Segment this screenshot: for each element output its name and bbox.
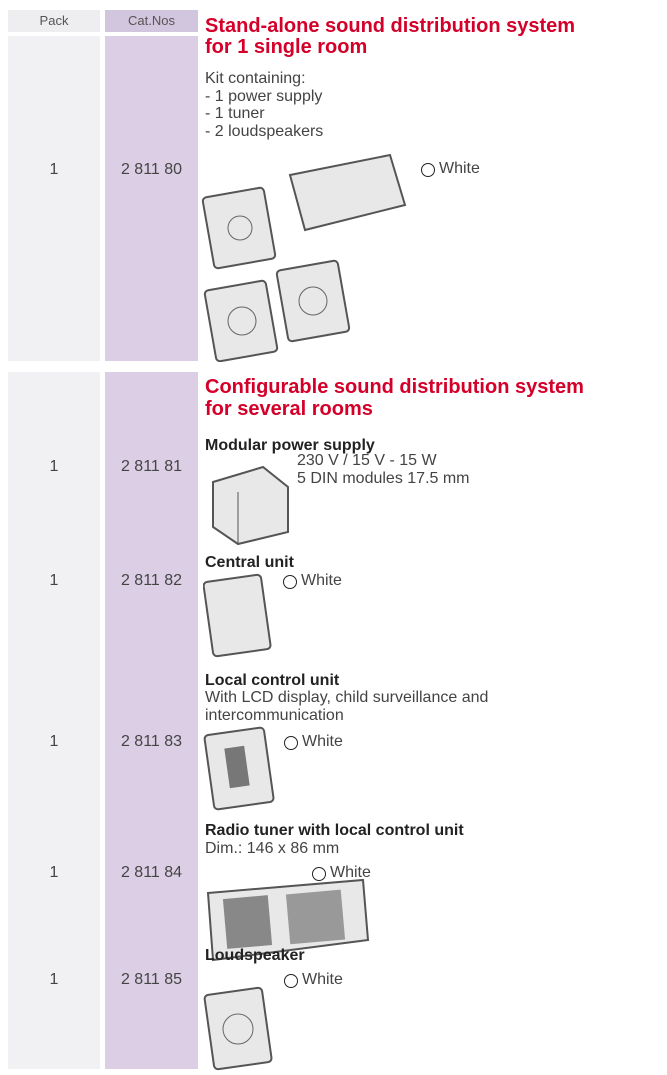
product-name: Radio tuner with local control unit [205, 822, 464, 839]
product-image [203, 726, 275, 811]
cat-column [105, 36, 198, 361]
cat-no: 2 811 84 [120, 864, 183, 881]
cat-no: 2 811 83 [120, 733, 183, 750]
color: White [302, 971, 343, 988]
color: White [302, 733, 343, 750]
cat-header: Cat.Nos [128, 13, 175, 28]
section-title: for 1 single room [205, 36, 368, 58]
product-image [203, 986, 273, 1071]
pack: 1 [49, 161, 59, 178]
pack: 1 [49, 971, 59, 988]
pack-column [8, 36, 100, 361]
description: - 1 power supply [205, 88, 323, 105]
section-title: Configurable sound distribution system [205, 376, 584, 398]
pack-column [8, 372, 100, 1069]
color: White [439, 160, 480, 177]
cat-column [105, 372, 198, 1069]
color-icon [284, 736, 298, 750]
color-icon [421, 163, 435, 177]
cat-no: 2 811 85 [120, 971, 183, 988]
color-icon [284, 974, 298, 988]
description: 230 V / 15 V - 15 W [297, 452, 437, 469]
color-icon [312, 867, 326, 881]
pack: 1 [49, 572, 59, 589]
pack: 1 [49, 864, 59, 881]
description: 5 DIN modules 17.5 mm [297, 470, 470, 487]
pack: 1 [49, 733, 59, 750]
description: intercommunication [205, 707, 344, 724]
pack: 1 [49, 458, 59, 475]
product-image [203, 573, 272, 658]
product-image [206, 878, 370, 962]
pack-header-bg [8, 10, 100, 32]
description: Kit containing: [205, 70, 306, 87]
product-name: Local control unit [205, 672, 340, 689]
cat-no: 2 811 81 [120, 458, 183, 475]
description: Dim.: 146 x 86 mm [205, 840, 340, 857]
product-name: Central unit [205, 554, 294, 571]
section-title: for several rooms [205, 398, 373, 420]
section-title: Stand-alone sound distribution system [205, 15, 576, 37]
color-icon [283, 575, 297, 589]
color: White [301, 572, 342, 589]
product-image [212, 465, 289, 546]
product-name: Loudspeaker [205, 947, 305, 964]
cat-no: 2 811 80 [120, 161, 183, 178]
cat-header-bg [105, 10, 198, 32]
product-name: Modular power supply [205, 437, 375, 454]
cat-no: 2 811 82 [120, 572, 183, 589]
product-image [201, 153, 407, 362]
description: - 2 loudspeakers [205, 123, 324, 140]
color: White [330, 864, 371, 881]
pack-header: Pack [39, 13, 69, 28]
description: - 1 tuner [205, 105, 265, 122]
description: With LCD display, child surveillance and [205, 689, 489, 706]
